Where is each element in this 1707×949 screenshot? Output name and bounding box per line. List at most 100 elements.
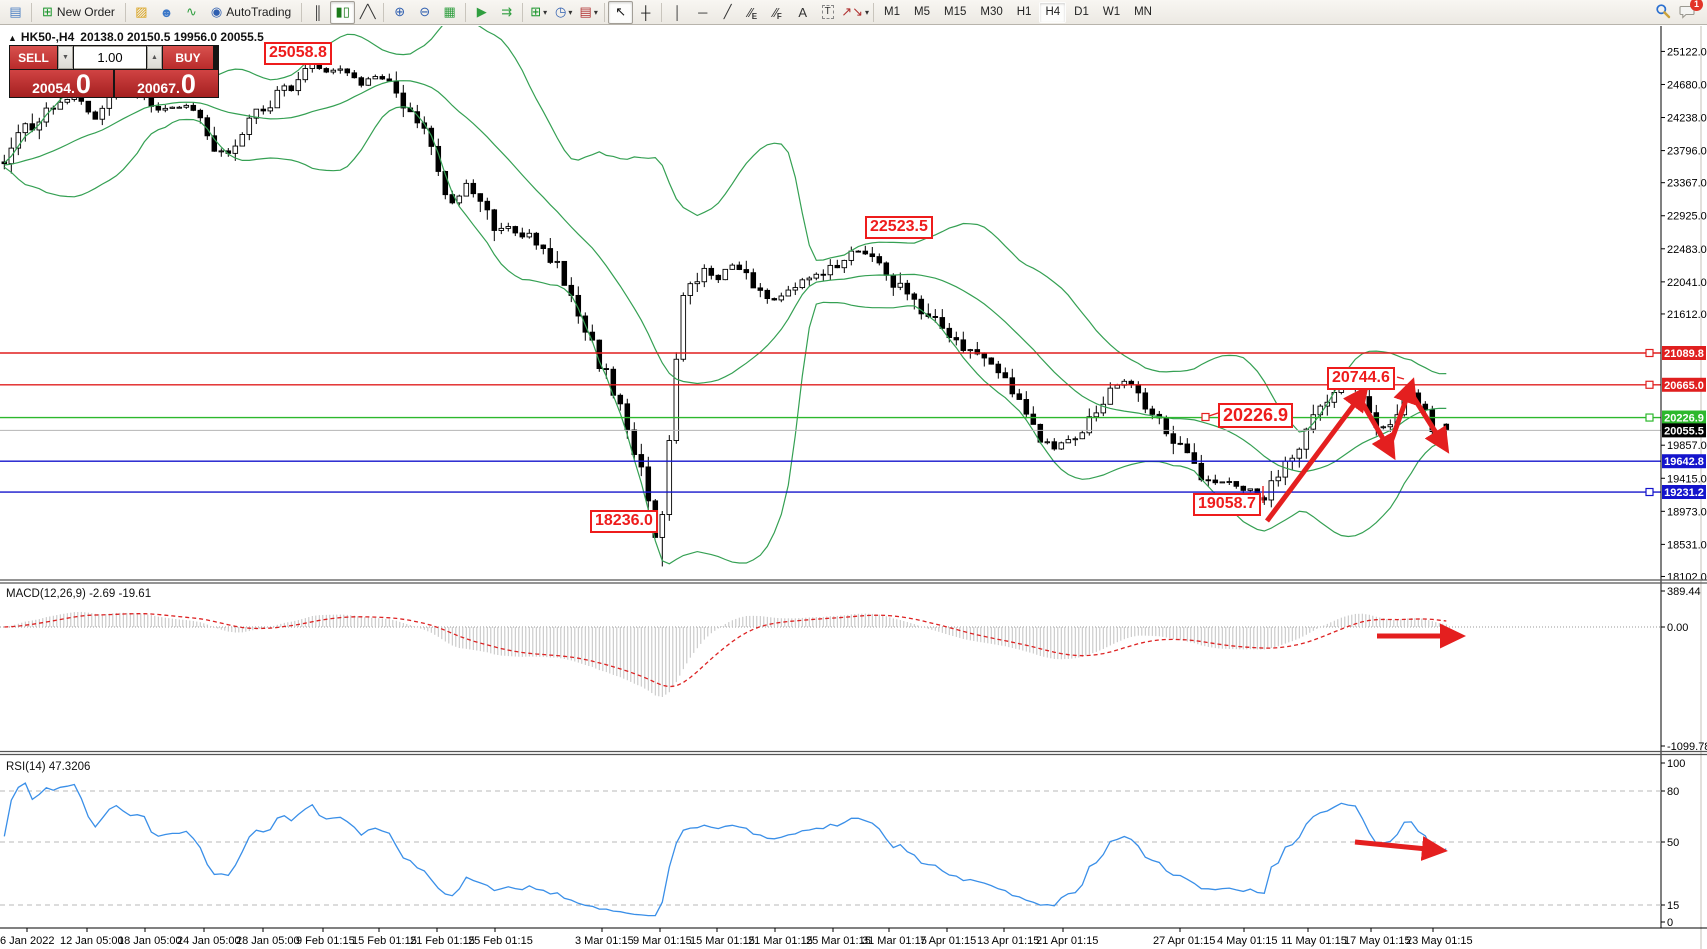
new-order-button[interactable]: ⊞ New Order bbox=[35, 1, 122, 24]
auto-scroll-button[interactable]: ⇉ bbox=[494, 1, 519, 24]
price-badge-label: 19642.8 bbox=[1664, 456, 1704, 468]
callout-handle[interactable] bbox=[1201, 412, 1210, 422]
arrows-shapes-button[interactable]: ↗↘ ▾ bbox=[840, 1, 870, 24]
timeframe-w1-button[interactable]: W1 bbox=[1102, 6, 1121, 18]
buy-button[interactable]: BUY bbox=[163, 46, 213, 69]
line-chart-button[interactable]: ╱╲ bbox=[355, 1, 380, 24]
sell-price-dot: . bbox=[71, 79, 75, 96]
trend-arrow[interactable] bbox=[1264, 385, 1369, 523]
timeframe-d1-button[interactable]: D1 bbox=[1074, 6, 1089, 18]
crosshair-button[interactable]: ┼ bbox=[633, 1, 658, 24]
trend-arrow[interactable] bbox=[1360, 402, 1396, 461]
fibonacci-button[interactable]: ∕∕ F bbox=[765, 1, 790, 24]
zoom-in-button[interactable]: ⊕ bbox=[387, 1, 412, 24]
macd-indicator-label: MACD(12,26,9) -2.69 -19.61 bbox=[6, 588, 151, 600]
price-callout[interactable]: 22523.5 bbox=[865, 216, 933, 239]
price-axis-tick-label: 24680.0 bbox=[1667, 79, 1707, 91]
signals-button[interactable]: ∿ bbox=[179, 1, 204, 24]
time-axis-label: 7 Apr 01:15 bbox=[920, 935, 976, 947]
vertical-line-button[interactable]: │ bbox=[665, 1, 690, 24]
time-axis-label: 25 Mar 01:15 bbox=[806, 935, 871, 947]
chevron-down-icon[interactable]: ▾ bbox=[865, 7, 870, 17]
trendline-icon: ╱ bbox=[723, 4, 732, 19]
time-axis-label: 21 Apr 01:15 bbox=[1036, 935, 1098, 947]
trend-arrow[interactable] bbox=[1388, 377, 1418, 443]
templates-button[interactable]: ⊞ ▾ bbox=[526, 1, 551, 24]
toolbar-right-icons: 1 bbox=[1655, 0, 1703, 22]
market-watch-button[interactable]: ☻ bbox=[154, 1, 179, 24]
toolbar-separator bbox=[465, 2, 467, 22]
line-handle[interactable] bbox=[1645, 487, 1654, 497]
time-axis-label: 21 Mar 01:15 bbox=[748, 935, 813, 947]
price-callout[interactable]: 18236.0 bbox=[590, 510, 658, 533]
sell-price-display[interactable]: 20054. 0 bbox=[10, 70, 113, 98]
one-click-toggle-icon[interactable]: ▲ bbox=[8, 33, 17, 43]
tool-sub-letter: F bbox=[776, 11, 782, 21]
timeframe-m30-button[interactable]: M30 bbox=[980, 6, 1003, 18]
volume-input[interactable] bbox=[74, 46, 146, 69]
time-axis-label: 27 Apr 01:15 bbox=[1153, 935, 1215, 947]
tile-windows-button[interactable]: ▦ bbox=[437, 1, 462, 24]
trend-arrow[interactable] bbox=[1411, 396, 1450, 454]
trend-arrow[interactable] bbox=[1354, 836, 1448, 861]
toolbar-separator bbox=[604, 2, 606, 22]
buy-price-dot: . bbox=[176, 79, 180, 96]
trendline-button[interactable]: ╱ bbox=[715, 1, 740, 24]
timeframe-h4-button[interactable]: H4 bbox=[1039, 1, 1067, 23]
toolbar-separator bbox=[522, 2, 524, 22]
chart-shift-button[interactable]: ▶ bbox=[469, 1, 494, 24]
buy-price-display[interactable]: 20067. 0 bbox=[115, 70, 218, 98]
equidistant-channel-button[interactable]: ∕∕ E bbox=[740, 1, 765, 24]
new-chart-window-button[interactable]: ▤ bbox=[3, 1, 28, 24]
periods-button[interactable]: ◷ ▾ bbox=[551, 1, 576, 24]
new-order-icon: ⊞ bbox=[42, 4, 53, 19]
tile-windows-icon: ▦ bbox=[443, 4, 456, 19]
styles-brush-button[interactable]: ▨ bbox=[129, 1, 154, 24]
line-handle[interactable] bbox=[1645, 348, 1654, 358]
candles-layer bbox=[1, 56, 1450, 567]
timeframe-m15-button[interactable]: M15 bbox=[943, 6, 967, 18]
price-callout[interactable]: 20744.6 bbox=[1327, 367, 1395, 390]
timeframe-mn-button[interactable]: MN bbox=[1134, 6, 1152, 18]
horizontal-line-button[interactable]: ─ bbox=[690, 1, 715, 24]
cursor-button[interactable]: ↖ bbox=[608, 0, 634, 24]
rsi-axis-label: 0 bbox=[1667, 917, 1673, 929]
text-label-button[interactable]: T bbox=[815, 1, 840, 24]
new-chart-window-icon: ▤ bbox=[9, 4, 22, 19]
time-axis-label: 3 Mar 01:15 bbox=[575, 935, 634, 947]
search-icon[interactable] bbox=[1655, 3, 1671, 22]
zoom-out-button[interactable]: ⊖ bbox=[412, 1, 437, 24]
line-handle[interactable] bbox=[1645, 380, 1654, 389]
candlestick-chart-icon: ▮▯ bbox=[335, 4, 350, 19]
chevron-down-icon[interactable]: ▾ bbox=[568, 7, 573, 17]
volume-decrease-button[interactable]: ▼ bbox=[58, 46, 73, 69]
price-axis-tick-label: 23367.0 bbox=[1667, 178, 1707, 190]
autotrading-button[interactable]: ◉ AutoTrading bbox=[204, 1, 298, 24]
price-badge-label: 20665.0 bbox=[1664, 380, 1704, 392]
text-button[interactable]: A bbox=[790, 1, 815, 24]
chevron-down-icon[interactable]: ▾ bbox=[593, 7, 598, 17]
sell-button[interactable]: SELL bbox=[10, 46, 57, 69]
price-callout[interactable]: 25058.8 bbox=[264, 42, 332, 65]
timeframe-h1-button[interactable]: H1 bbox=[1016, 6, 1032, 18]
timeframe-m1-button[interactable]: M1 bbox=[884, 6, 900, 18]
line-handle[interactable] bbox=[1645, 413, 1654, 422]
volume-increase-button[interactable]: ▲ bbox=[147, 46, 162, 69]
price-axis-tick-label: 25122.0 bbox=[1667, 46, 1707, 58]
price-badge bbox=[1662, 346, 1706, 360]
price-badge bbox=[1662, 485, 1706, 500]
price-badge bbox=[1662, 454, 1706, 469]
toolbar-separator bbox=[124, 2, 126, 22]
timeframe-m5-button[interactable]: M5 bbox=[914, 6, 930, 18]
indicators-button[interactable]: ▤ ▾ bbox=[576, 1, 601, 24]
bar-chart-button[interactable]: ║ bbox=[305, 1, 330, 24]
price-callout[interactable]: 19058.7 bbox=[1193, 493, 1261, 516]
bar-chart-icon: ║ bbox=[313, 4, 323, 20]
macd-signal-line bbox=[4, 613, 1447, 688]
candlestick-chart-button[interactable]: ▮▯ bbox=[330, 0, 356, 24]
chat-icon[interactable]: 1 bbox=[1679, 0, 1703, 22]
price-callout[interactable]: 20226.9 bbox=[1218, 403, 1294, 428]
chevron-down-icon[interactable]: ▾ bbox=[543, 7, 548, 17]
price-axis-tick-label: 19415.0 bbox=[1667, 473, 1707, 485]
